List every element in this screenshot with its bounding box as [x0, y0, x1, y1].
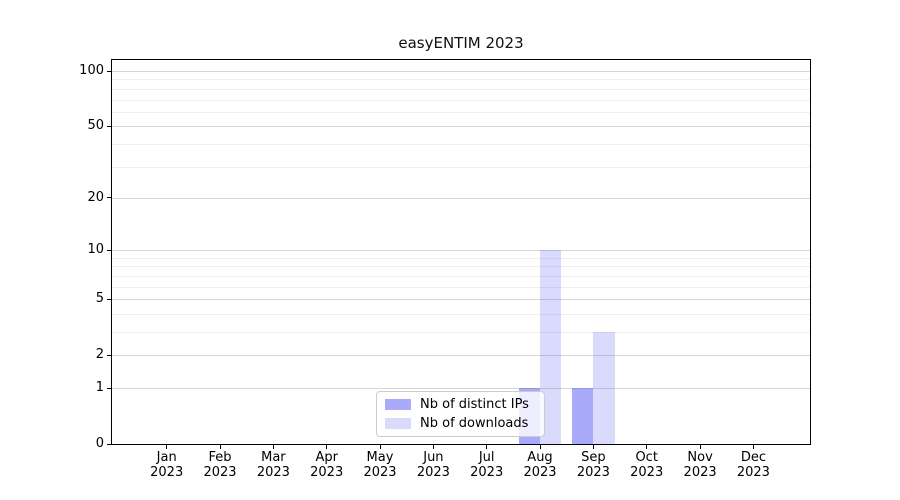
y-tick-label: 0	[95, 436, 104, 451]
gridline-major	[112, 299, 810, 301]
x-tick-label: Jun 2023	[403, 450, 463, 480]
x-tick-year: 2023	[416, 465, 450, 480]
x-tick-label: Jan 2023	[137, 450, 197, 480]
x-tick-month: Sep	[581, 450, 606, 465]
x-tick-month: Jun	[423, 450, 444, 465]
x-tick-label: Aug 2023	[510, 450, 570, 480]
x-tick-year: 2023	[363, 465, 397, 480]
x-tick	[432, 444, 434, 449]
y-tick	[107, 249, 112, 251]
x-tick-year: 2023	[683, 465, 717, 480]
x-tick-year: 2023	[203, 465, 237, 480]
y-tick	[107, 125, 112, 127]
gridline-minor	[112, 88, 810, 90]
y-tick	[107, 443, 112, 445]
x-tick	[326, 444, 328, 449]
x-tick-month: Jan	[156, 450, 177, 465]
y-tick-label: 20	[87, 189, 104, 205]
x-tick-month: Mar	[261, 450, 286, 465]
chart-title: easyENTIM 2023	[398, 34, 524, 52]
bar-downloads	[540, 250, 562, 444]
x-tick-month: Aug	[527, 450, 553, 465]
x-tick-label: May 2023	[350, 450, 410, 480]
gridline-minor	[112, 332, 810, 333]
legend-label-distinct-ips: Nb of distinct IPs	[420, 397, 529, 412]
gridline-minor	[112, 313, 810, 315]
gridline-major	[112, 250, 810, 252]
x-tick-year: 2023	[256, 465, 290, 480]
x-tick-year: 2023	[150, 465, 184, 480]
legend-item-distinct-ips: Nb of distinct IPs	[385, 397, 536, 412]
x-tick	[219, 444, 221, 449]
gridline-layer	[112, 60, 810, 444]
y-tick	[107, 298, 112, 300]
x-tick-year: 2023	[736, 465, 770, 480]
y-tick-label: 50	[87, 118, 104, 134]
x-tick-label: Nov 2023	[670, 450, 730, 480]
x-tick	[166, 444, 168, 449]
x-tick-month: Dec	[740, 450, 766, 465]
y-tick	[107, 354, 112, 356]
gridline-major	[112, 197, 810, 199]
x-tick-month: May	[366, 450, 394, 465]
y-tick	[107, 387, 112, 389]
x-tick-year: 2023	[630, 465, 664, 480]
x-tick-label: Oct 2023	[617, 450, 677, 480]
x-tick-label: Apr 2023	[297, 450, 357, 480]
x-tick	[486, 444, 488, 449]
x-tick-label: Sep 2023	[563, 450, 623, 480]
x-tick-month: Jul	[478, 450, 495, 465]
legend-swatch-distinct-ips	[385, 399, 411, 410]
legend-item-downloads: Nb of downloads	[385, 416, 536, 431]
x-tick-year: 2023	[470, 465, 504, 480]
x-tick	[272, 444, 274, 449]
gridline-minor	[112, 166, 810, 168]
x-tick-label: Jul 2023	[457, 450, 517, 480]
bar-distinct-ips	[572, 388, 594, 444]
gridline-minor	[112, 111, 810, 113]
x-tick-label: Dec 2023	[723, 450, 783, 480]
gridline-minor	[112, 275, 810, 277]
bar-downloads	[593, 332, 615, 444]
gridline-minor	[112, 79, 810, 81]
x-tick-month: Oct	[635, 450, 658, 465]
gridline-minor	[112, 143, 810, 145]
plot-area: Nb of distinct IPs Nb of downloads	[111, 59, 811, 445]
x-tick	[646, 444, 648, 449]
legend-label-downloads: Nb of downloads	[420, 416, 529, 431]
y-tick-label: 2	[95, 347, 104, 363]
x-tick	[592, 444, 594, 449]
gridline-major	[112, 355, 810, 357]
x-tick-label: Mar 2023	[243, 450, 303, 480]
x-tick	[752, 444, 754, 449]
y-tick	[107, 197, 112, 199]
gridline-major	[112, 388, 810, 389]
x-tick-month: Nov	[687, 450, 713, 465]
bar-layer	[112, 60, 810, 444]
gridline-minor	[112, 286, 810, 288]
x-tick	[539, 444, 541, 449]
x-tick-year: 2023	[523, 465, 557, 480]
gridline-major	[112, 71, 810, 72]
gridline-major	[112, 126, 810, 128]
legend: Nb of distinct IPs Nb of downloads	[376, 391, 545, 437]
y-tick-label: 1	[95, 380, 104, 395]
gridline-minor	[112, 266, 810, 268]
gridline-minor	[112, 257, 810, 259]
y-tick-label: 100	[79, 63, 104, 78]
gridline-minor	[112, 99, 810, 101]
y-tick-label: 10	[87, 242, 104, 258]
x-tick	[379, 444, 381, 449]
x-tick-label: Feb 2023	[190, 450, 250, 480]
x-tick-year: 2023	[576, 465, 610, 480]
x-tick-month: Apr	[315, 450, 338, 465]
x-tick-month: Feb	[208, 450, 232, 465]
legend-swatch-downloads	[385, 418, 411, 429]
y-tick	[107, 70, 112, 72]
x-tick-year: 2023	[310, 465, 344, 480]
x-tick	[699, 444, 701, 449]
y-tick-label: 5	[95, 291, 104, 307]
